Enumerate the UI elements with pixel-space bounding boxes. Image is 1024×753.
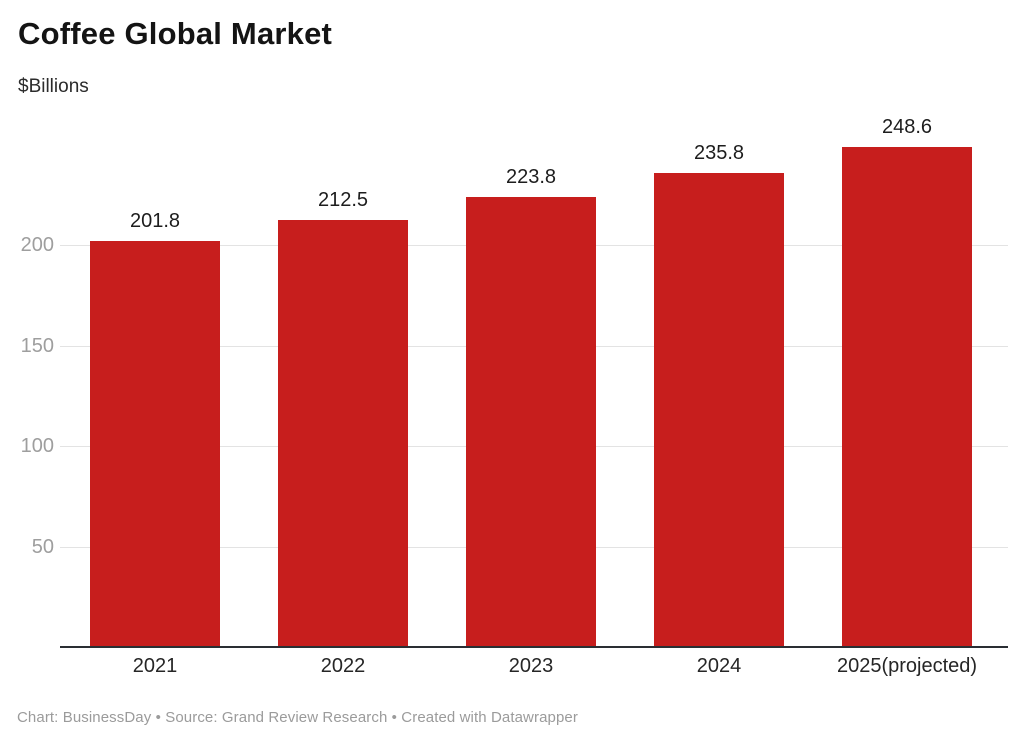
value-label-2024: 235.8 [693,142,745,165]
bar-2022 [278,219,408,647]
x-tick-label-2023: 2023 [508,655,554,677]
y-tick-label-200: 200 [20,234,54,256]
x-tick-label-2024: 2024 [696,655,742,677]
bar-2025(projected) [842,147,972,647]
y-tick-label-50: 50 [31,535,54,558]
bar-2023 [466,197,596,647]
x-tick-label-2025(projected): 2025(projected) [836,655,978,677]
value-label-2021: 201.8 [129,210,181,233]
x-axis-line [60,646,1008,648]
bar-2024 [654,173,784,647]
x-tick-label-2022: 2022 [320,655,366,677]
y-tick-label-100: 100 [20,435,54,457]
value-label-2022: 212.5 [317,188,369,211]
value-label-2023: 223.8 [505,166,557,189]
bar-2021 [90,241,220,647]
credit-line: Chart: BusinessDay • Source: Grand Revie… [17,709,578,726]
y-tick-label-150: 150 [20,334,54,357]
chart-subtitle: $Billions [18,76,89,97]
x-tick-label-2021: 2021 [132,655,178,677]
value-label-2025(projected): 248.6 [881,116,933,139]
chart-title: Coffee Global Market [18,16,333,51]
